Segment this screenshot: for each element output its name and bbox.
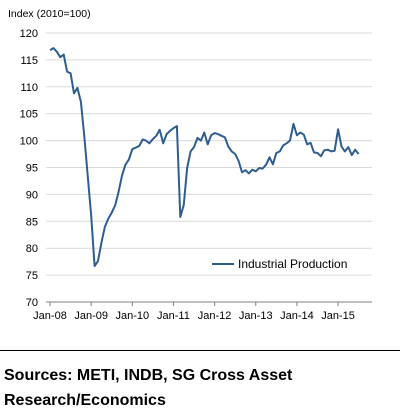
- source-divider: [0, 350, 400, 351]
- x-tick-label: Jan-13: [239, 310, 273, 322]
- series-layer: [49, 47, 360, 267]
- x-tick-label: Jan-11: [157, 310, 190, 322]
- y-tick-labels: 70 75 80 85 90 95 100 105 110 115 120: [20, 28, 38, 309]
- legend: Industrial Production: [212, 257, 347, 271]
- x-tick-label: Jan-09: [74, 310, 108, 322]
- y-tick-label: 75: [26, 270, 38, 282]
- y-tick-label: 105: [20, 109, 38, 121]
- y-tick-label: 95: [26, 163, 38, 175]
- y-tick-label: 115: [20, 55, 38, 67]
- y-tick-label: 70: [26, 297, 38, 309]
- y-tick-label: 85: [26, 216, 38, 228]
- y-tick-label: 80: [26, 243, 38, 255]
- x-tick-label: Jan-08: [33, 310, 67, 322]
- y-tick-label: 110: [20, 82, 38, 94]
- y-tick-label: 100: [20, 136, 38, 148]
- y-tick-label: 120: [20, 28, 38, 40]
- y-tick-label: 90: [26, 189, 38, 201]
- legend-label: Industrial Production: [238, 257, 347, 271]
- source-note: Sources: METI, INDB, SG Cross Asset Rese…: [4, 367, 293, 409]
- series-line: [49, 47, 360, 267]
- y-axis-label: Index (2010=100): [8, 8, 91, 20]
- x-tick-label: Jan-10: [115, 310, 149, 322]
- line-chart: Index (2010=100) 70 75 80 85 90 95 100 105 110 11…: [8, 8, 372, 322]
- x-tick-label: Jan-15: [321, 310, 355, 322]
- x-tick-label: Jan-12: [198, 310, 232, 322]
- x-tick-label: Jan-14: [280, 310, 314, 322]
- x-tick-labels: Jan-08 Jan-09 Jan-10 Jan-11 Jan-12 Jan-13 Jan-…: [33, 302, 355, 322]
